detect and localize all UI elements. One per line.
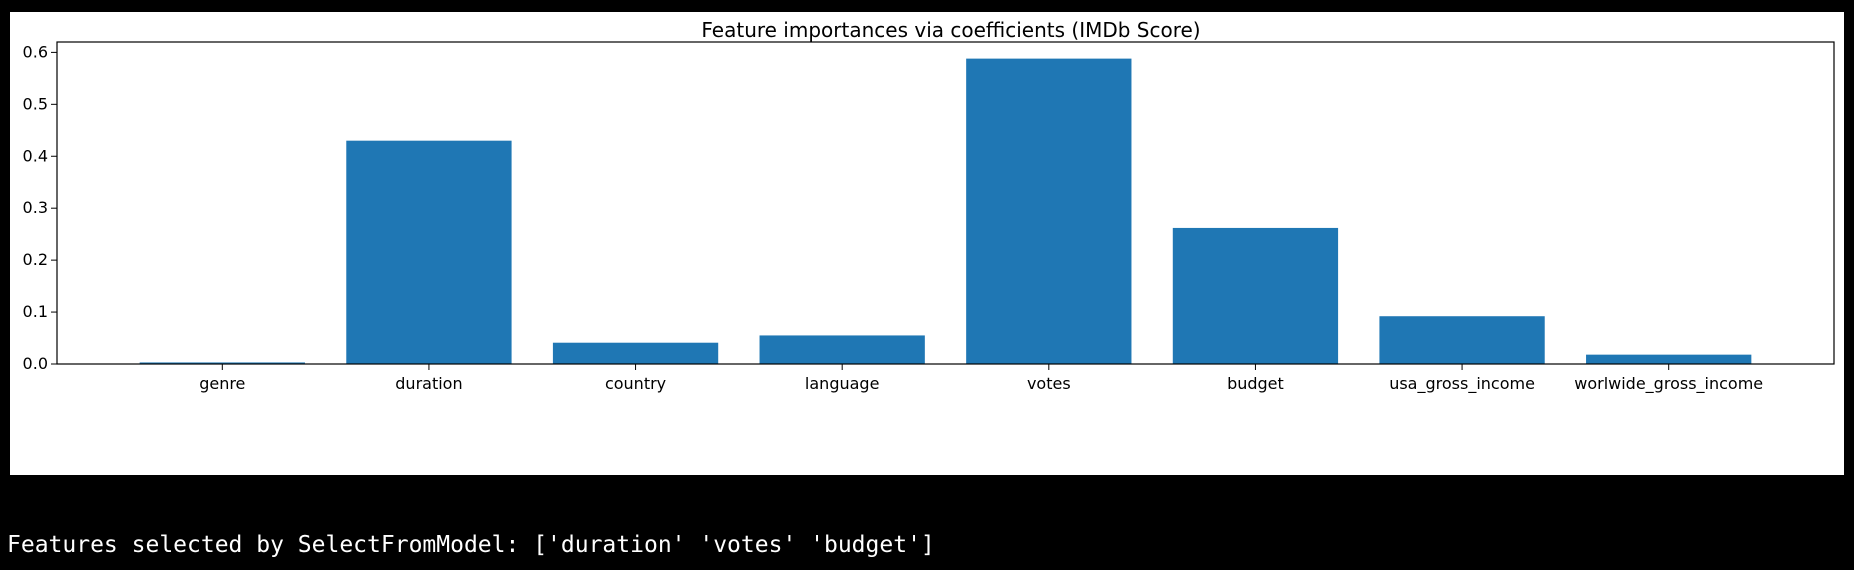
bar-chart: Feature importances via coefficients (IM… <box>23 18 1835 394</box>
cell-output-text: Features selected by SelectFromModel: ['… <box>7 532 935 558</box>
bar-votes <box>966 58 1132 364</box>
bar-budget <box>1172 227 1339 364</box>
bar-genre <box>139 362 305 364</box>
x-tick-label: usa_gross_income <box>1389 374 1535 394</box>
chart-title: Feature importances via coefficients (IM… <box>701 18 1200 42</box>
x-tick-label: duration <box>395 374 462 393</box>
x-tick-label: votes <box>1027 374 1071 393</box>
bar-country <box>552 342 719 364</box>
bars <box>139 58 1752 364</box>
x-tick-label: budget <box>1227 374 1284 393</box>
bar-language <box>759 335 925 364</box>
y-tick-label: 0.6 <box>23 42 48 61</box>
x-axis: genre duration country language votes budget u… <box>199 364 1763 394</box>
y-tick-label: 0.2 <box>23 250 48 269</box>
bar-usa-gross-income <box>1379 316 1545 364</box>
x-tick-label: language <box>805 374 880 393</box>
x-tick-label: country <box>605 374 666 393</box>
bar-worlwide-gross-income <box>1586 354 1752 364</box>
y-tick-label: 0.5 <box>23 94 48 113</box>
y-tick-label: 0.4 <box>23 146 48 165</box>
y-axis: 0.0 0.1 0.2 0.3 0.4 0.5 0.6 <box>23 42 57 373</box>
y-tick-label: 0.0 <box>23 354 48 373</box>
y-tick-label: 0.1 <box>23 302 48 321</box>
chart-figure: Feature importances via coefficients (IM… <box>10 12 1844 475</box>
bar-duration <box>346 140 512 364</box>
plot-frame <box>56 41 1835 365</box>
x-tick-label: worlwide_gross_income <box>1574 374 1763 394</box>
x-tick-label: genre <box>199 374 245 393</box>
y-tick-label: 0.3 <box>23 198 48 217</box>
